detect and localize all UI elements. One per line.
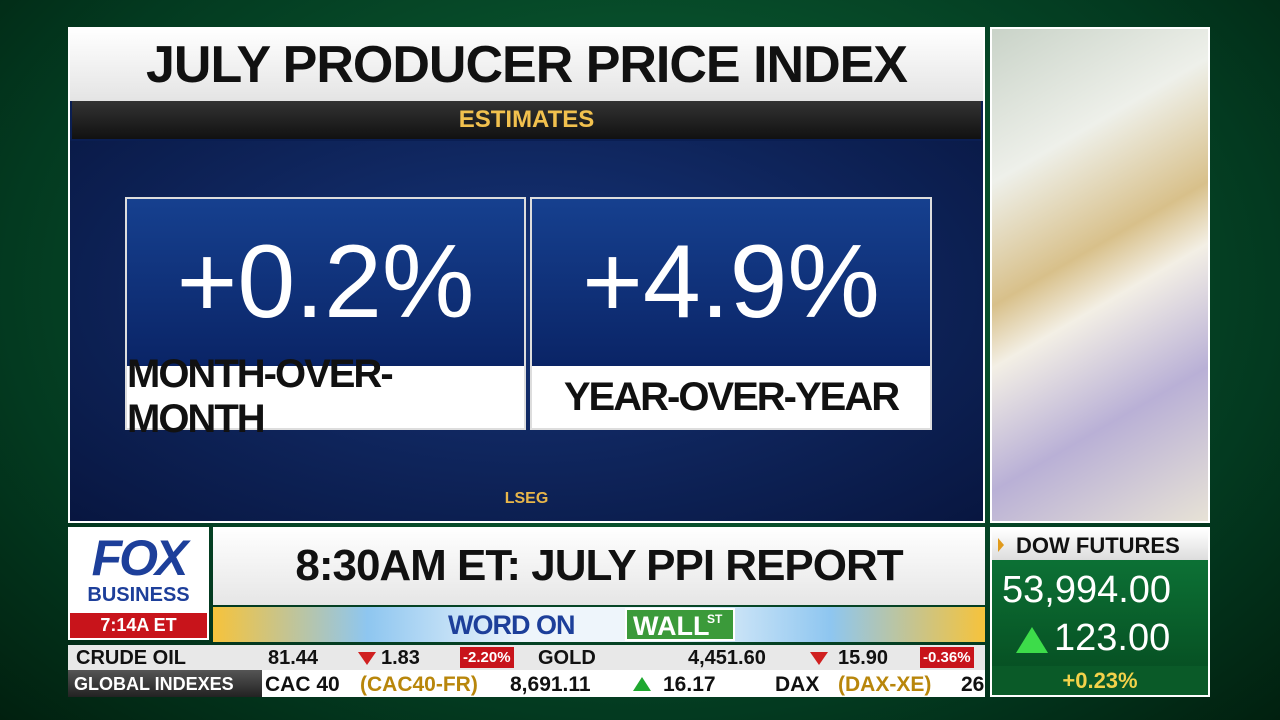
ticker-price: 81.44	[268, 647, 319, 669]
banner-left: WORD ON	[448, 610, 575, 640]
down-arrow	[810, 652, 828, 665]
ticker-label: GLOBAL INDEXES	[68, 670, 262, 697]
ticker-change: 1.83	[381, 647, 420, 669]
banner-box: WALL ST	[625, 608, 735, 641]
dow-percent: +0.23%	[992, 666, 1208, 695]
up-arrow	[1016, 627, 1048, 653]
card-label: YEAR-OVER-YEAR	[532, 366, 930, 428]
headline: 8:30AM ET: JULY PPI REPORT	[213, 527, 985, 605]
ticker-percent: -0.36%	[920, 647, 974, 668]
marker	[998, 538, 1004, 552]
banner-superscript: ST	[707, 612, 723, 626]
ticker-change: 15.90	[838, 647, 889, 669]
ticker-name: GOLD	[538, 647, 596, 669]
ticker-row: CRUDE OIL 81.44 1.83 -2.20% GOLD 4,451.6…	[68, 645, 985, 670]
ticker-name: CRUDE OIL	[76, 647, 186, 669]
dow-header: DOW FUTURES	[992, 529, 1208, 560]
ticker-change: 16.17	[663, 673, 716, 696]
ticker-price: 4,451.60	[688, 647, 766, 669]
up-arrow	[633, 677, 651, 691]
source: LSEG	[504, 490, 549, 507]
ticker-name: CAC 40	[265, 673, 340, 696]
ticker-price: 26	[961, 673, 985, 696]
ticker-row: GLOBAL INDEXES CAC 40 (CAC40-FR) 8,691.1…	[68, 670, 985, 697]
graphic-panel: JULY PRODUCER PRICE INDEX ESTIMATES +0.2…	[68, 27, 985, 523]
clock: 7:14A ET	[70, 613, 207, 638]
logo: FOX BUSINESS 7:14A ET	[68, 527, 209, 640]
money-image	[990, 27, 1210, 523]
dow-price: 53,994.00	[1002, 569, 1172, 611]
card-value: +4.9%	[532, 199, 930, 366]
down-arrow	[358, 652, 376, 665]
ticker-symbol: (DAX-XE)	[838, 673, 932, 696]
subtitle: ESTIMATES	[72, 101, 981, 139]
banner: WORD ON WALL ST	[213, 607, 985, 642]
logo-division: BUSINESS	[87, 583, 190, 606]
title: JULY PRODUCER PRICE INDEX	[70, 29, 983, 101]
ticker-percent: -2.20%	[460, 647, 514, 668]
ticker-symbol: (CAC40-FR)	[360, 673, 478, 696]
card: +4.9% YEAR-OVER-YEAR	[530, 197, 932, 430]
ticker-name: DAX	[775, 673, 820, 696]
logo-brand: FOX	[91, 530, 189, 586]
dow-box: DOW FUTURES 53,994.00 123.00 +0.23%	[990, 527, 1210, 697]
banner-right: WALL	[633, 611, 710, 641]
card: +0.2% MONTH-OVER-MONTH	[125, 197, 526, 441]
dow-change: 123.00	[1054, 617, 1171, 659]
card-label: MONTH-OVER-MONTH	[127, 352, 524, 441]
dow-title: DOW FUTURES	[1016, 533, 1180, 558]
card-value: +0.2%	[127, 199, 524, 366]
ticker-price: 8,691.11	[510, 673, 591, 696]
